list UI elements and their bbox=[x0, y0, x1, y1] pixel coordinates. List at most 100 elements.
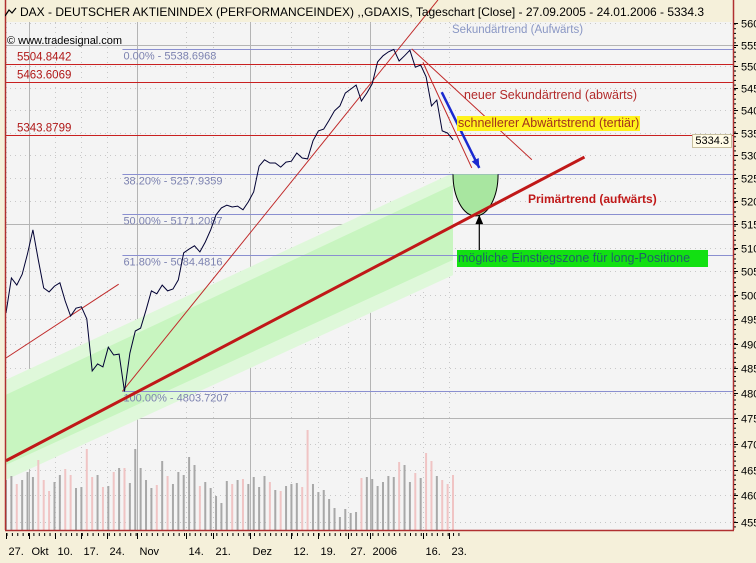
x-tick-label: 27. bbox=[9, 546, 24, 558]
volume-bar bbox=[263, 476, 266, 530]
volume-bar bbox=[387, 476, 390, 530]
volume-bar bbox=[139, 468, 142, 530]
volume-bar bbox=[118, 468, 121, 530]
volume-bar bbox=[96, 475, 99, 530]
volume-bar bbox=[290, 484, 293, 530]
volume-bar bbox=[376, 486, 379, 530]
volume-bar bbox=[171, 484, 174, 530]
volume-bar bbox=[381, 482, 384, 530]
volume-bar bbox=[425, 453, 428, 530]
volume-bar bbox=[64, 469, 67, 530]
fib-label: 50.00% - 5171.2087 bbox=[123, 216, 222, 228]
volume-bar bbox=[166, 476, 169, 530]
volume-bar bbox=[360, 478, 363, 530]
level-label: 5463.6069 bbox=[17, 70, 71, 82]
volume-bar bbox=[21, 480, 24, 530]
volume-bar bbox=[53, 482, 56, 530]
volume-bar bbox=[338, 517, 341, 530]
y-tick-label: 5000 bbox=[741, 291, 756, 303]
x-tick-label: 12. bbox=[294, 546, 309, 558]
y-tick-label: 4700 bbox=[741, 440, 756, 452]
y-tick-label: 4950 bbox=[741, 315, 756, 327]
y-tick-label: 5450 bbox=[741, 84, 756, 96]
volume-bar bbox=[317, 492, 320, 530]
volume-bar bbox=[231, 484, 234, 530]
volume-bar bbox=[112, 472, 115, 530]
volume-bar bbox=[155, 485, 158, 530]
y-tick-label: 5300 bbox=[741, 151, 756, 163]
trendline bbox=[5, 283, 119, 359]
volume-bar bbox=[306, 430, 309, 530]
x-tick-label: 19. bbox=[321, 546, 336, 558]
volume-bar bbox=[220, 503, 223, 530]
volume-bar bbox=[328, 499, 331, 530]
volume-bar bbox=[247, 484, 250, 530]
volume-bar bbox=[344, 509, 347, 530]
y-tick-label: 4800 bbox=[741, 389, 756, 401]
volume-bar bbox=[107, 486, 110, 530]
x-tick-label: 16. bbox=[426, 546, 441, 558]
x-tick-label: 24. bbox=[110, 546, 125, 558]
chart-title: DAX - DEUTSCHER AKTIENINDEX (PERFORMANCE… bbox=[20, 5, 705, 19]
y-tick-label: 5550 bbox=[741, 41, 756, 53]
last-value-marker: 5334.3 bbox=[692, 134, 732, 148]
volume-bar bbox=[311, 484, 314, 530]
volume-bar bbox=[333, 508, 336, 530]
y-tick-label: 5200 bbox=[741, 197, 756, 209]
channel-inner bbox=[6, 184, 453, 465]
trendline bbox=[411, 48, 533, 161]
volume-bar bbox=[419, 478, 422, 530]
volume-bar bbox=[209, 488, 212, 530]
annotation-primary-trend: Primärtrend (aufwärts) bbox=[528, 192, 657, 206]
header-band bbox=[5, 0, 733, 22]
volume-bar bbox=[349, 513, 352, 530]
copyright: © www.tradesignal.com bbox=[7, 35, 123, 47]
chart-header: DAX - DEUTSCHER AKTIENINDEX (PERFORMANCE… bbox=[5, 5, 704, 19]
volume-bar bbox=[188, 457, 191, 530]
annotation-tertiary-trend: schnellerer Abwärtstrend (tertiär) bbox=[457, 116, 641, 131]
volume-bar bbox=[123, 468, 126, 530]
x-tick-label: 14. bbox=[189, 546, 204, 558]
y-tick-label: 5500 bbox=[741, 62, 756, 74]
volume-bar bbox=[69, 475, 72, 530]
volume-bar bbox=[268, 482, 271, 530]
volume-bar bbox=[408, 482, 411, 530]
level-label: 5343.8799 bbox=[17, 123, 71, 135]
annotation-new-secondary-trend: neuer Sekundärtrend (abwärts) bbox=[464, 88, 638, 102]
volume-bar bbox=[322, 490, 325, 530]
primary-trendline bbox=[5, 155, 586, 463]
fib-label: 0.00% - 5538.6968 bbox=[123, 51, 216, 63]
fib-label: 61.80% - 5084.4816 bbox=[123, 257, 222, 269]
fib-label: 100.00% - 4803.7207 bbox=[123, 393, 228, 405]
horizontal-levels: 5504.8442 5463.6069 5343.8799 bbox=[5, 52, 733, 136]
volume-bar bbox=[91, 477, 94, 530]
x-tick-label: 21. bbox=[216, 546, 231, 558]
fibonacci-retracement: 0.00% - 5538.6968 38.20% - 5257.9359 50.00… bbox=[122, 49, 733, 405]
volume-bar bbox=[441, 480, 444, 530]
volume-bar bbox=[301, 487, 304, 530]
arrow-head-icon bbox=[471, 157, 480, 168]
x-tick-label: 17. bbox=[84, 546, 99, 558]
volume-bar bbox=[258, 487, 261, 530]
line-chart-icon bbox=[5, 7, 17, 17]
volume-bar bbox=[355, 512, 358, 530]
volume-bar bbox=[80, 487, 83, 530]
x-axis: 27. Okt 10. 17. 24. Nov 14. 21. Dez 12. 19. 27. 2006… bbox=[6, 533, 467, 558]
y-tick-label: 5250 bbox=[741, 174, 756, 186]
y-tick-label: 4900 bbox=[741, 340, 756, 352]
volume-bar bbox=[215, 496, 218, 530]
volume-bar bbox=[371, 479, 374, 530]
volume-bar bbox=[15, 484, 18, 530]
y-tick-label: 4850 bbox=[741, 364, 756, 376]
level-label: 5504.8442 bbox=[17, 52, 71, 64]
volume-bar bbox=[150, 488, 153, 530]
volume-bar bbox=[414, 473, 417, 530]
volume-bar bbox=[177, 472, 180, 530]
volume-bar bbox=[42, 480, 45, 530]
volume-bar bbox=[198, 486, 201, 530]
volume-bar bbox=[403, 465, 406, 530]
volume-bar bbox=[145, 480, 148, 530]
volume-bar bbox=[279, 491, 282, 530]
volume-bar bbox=[446, 484, 449, 530]
